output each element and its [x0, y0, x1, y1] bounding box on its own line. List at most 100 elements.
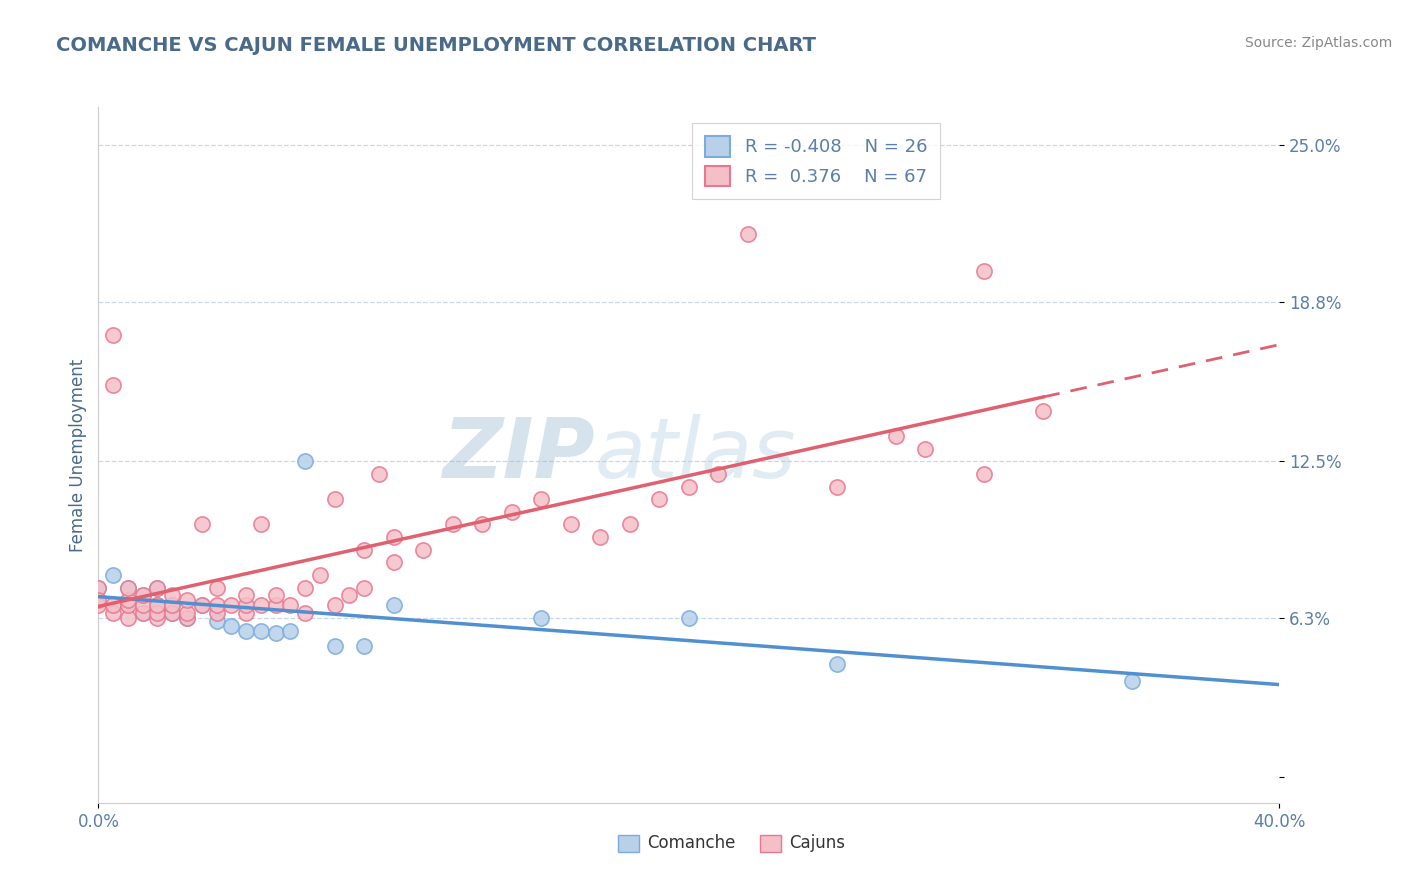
Point — [205, 599, 228, 613]
Point — [707, 467, 730, 481]
Point — [825, 657, 848, 671]
Point — [132, 606, 155, 620]
Point — [205, 606, 228, 620]
Point — [103, 606, 125, 620]
Point — [117, 599, 139, 613]
Point — [219, 599, 242, 613]
Text: ZIP: ZIP — [441, 415, 595, 495]
Point — [219, 618, 242, 632]
Point — [117, 593, 139, 607]
Point — [382, 599, 405, 613]
Point — [619, 517, 641, 532]
Point — [146, 611, 169, 625]
Point — [117, 599, 139, 613]
Point — [323, 492, 346, 507]
Point — [162, 588, 183, 602]
Point — [353, 639, 375, 653]
Point — [205, 581, 228, 595]
Point — [176, 606, 198, 620]
Point — [117, 581, 139, 595]
Point — [412, 542, 434, 557]
Point — [87, 599, 110, 613]
Point — [678, 611, 700, 625]
Y-axis label: Female Unemployment: Female Unemployment — [69, 359, 87, 551]
Point — [471, 517, 494, 532]
Text: atlas: atlas — [595, 415, 796, 495]
Point — [132, 588, 155, 602]
Point — [176, 593, 198, 607]
Point — [146, 581, 169, 595]
Point — [132, 606, 155, 620]
Text: Comanche: Comanche — [648, 834, 735, 852]
Point — [309, 568, 332, 582]
Point — [323, 639, 346, 653]
Point — [103, 568, 125, 582]
Point — [250, 599, 273, 613]
Point — [162, 599, 183, 613]
Point — [441, 517, 464, 532]
Point — [501, 505, 523, 519]
Point — [368, 467, 391, 481]
Point — [162, 606, 183, 620]
Point — [1032, 403, 1054, 417]
Point — [589, 530, 612, 544]
Point — [382, 530, 405, 544]
Point — [235, 624, 257, 638]
Text: Cajuns: Cajuns — [789, 834, 845, 852]
Point — [884, 429, 907, 443]
Point — [146, 581, 169, 595]
Point — [250, 624, 273, 638]
Point — [117, 611, 139, 625]
Point — [264, 588, 287, 602]
Point — [191, 599, 214, 613]
Point — [294, 581, 316, 595]
Point — [294, 606, 316, 620]
Point — [337, 588, 360, 602]
Point — [235, 606, 257, 620]
Point — [973, 264, 995, 278]
Point — [132, 588, 155, 602]
Point — [530, 492, 553, 507]
Point — [103, 327, 125, 342]
Point — [737, 227, 759, 241]
Point — [103, 599, 125, 613]
Point — [264, 599, 287, 613]
Point — [176, 611, 198, 625]
FancyBboxPatch shape — [759, 835, 782, 852]
Point — [235, 599, 257, 613]
Point — [191, 599, 214, 613]
Point — [146, 606, 169, 620]
Point — [250, 517, 273, 532]
Point — [146, 599, 169, 613]
Point — [176, 611, 198, 625]
Point — [382, 556, 405, 570]
Point — [117, 581, 139, 595]
Point — [103, 378, 125, 392]
Point — [162, 599, 183, 613]
Point — [323, 599, 346, 613]
Point — [825, 479, 848, 493]
Point — [1121, 674, 1143, 689]
Point — [264, 626, 287, 640]
Point — [191, 517, 214, 532]
Point — [678, 479, 700, 493]
Point — [278, 599, 302, 613]
Point — [162, 606, 183, 620]
Point — [294, 454, 316, 468]
Point — [87, 581, 110, 595]
Point — [235, 588, 257, 602]
Point — [87, 581, 110, 595]
Text: COMANCHE VS CAJUN FEMALE UNEMPLOYMENT CORRELATION CHART: COMANCHE VS CAJUN FEMALE UNEMPLOYMENT CO… — [56, 36, 817, 54]
Text: Source: ZipAtlas.com: Source: ZipAtlas.com — [1244, 36, 1392, 50]
Point — [353, 542, 375, 557]
Point — [530, 611, 553, 625]
FancyBboxPatch shape — [619, 835, 640, 852]
Point — [146, 599, 169, 613]
Point — [560, 517, 582, 532]
Point — [132, 599, 155, 613]
Point — [973, 467, 995, 481]
Point — [278, 624, 302, 638]
Legend: R = -0.408    N = 26, R =  0.376    N = 67: R = -0.408 N = 26, R = 0.376 N = 67 — [692, 123, 939, 199]
Point — [205, 614, 228, 628]
Point — [648, 492, 671, 507]
